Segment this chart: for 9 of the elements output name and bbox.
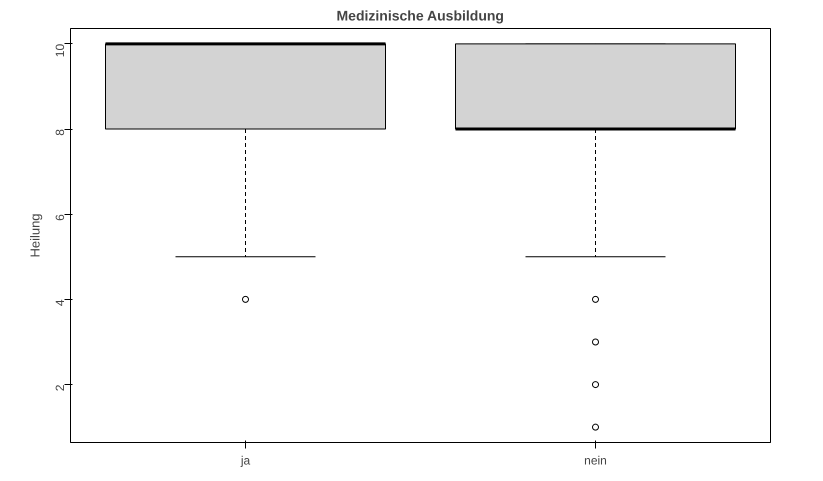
y-tick-label: 4 <box>53 299 67 306</box>
y-axis-title: Heilung <box>28 213 42 258</box>
y-tick-label: 8 <box>53 128 67 136</box>
x-tick-label: nein <box>584 454 607 468</box>
y-tick-label: 6 <box>53 214 67 221</box>
chart-title: Medizinische Ausbildung <box>336 8 504 24</box>
y-tick-label: 10 <box>53 44 67 58</box>
y-tick-label: 2 <box>53 384 67 392</box>
x-tick-label: ja <box>240 454 250 468</box>
